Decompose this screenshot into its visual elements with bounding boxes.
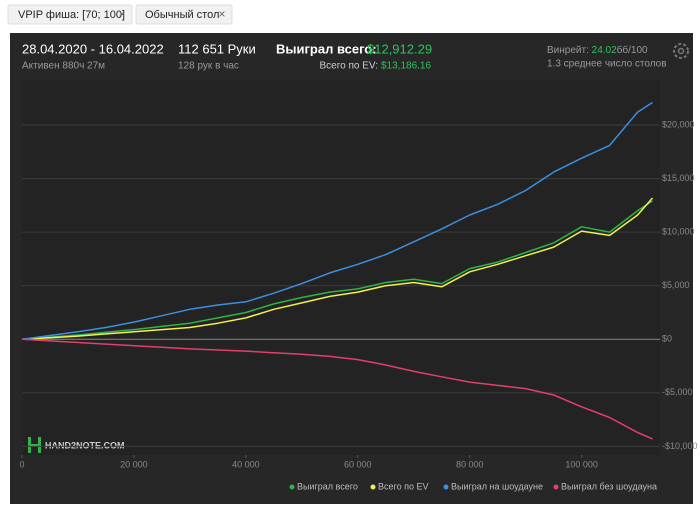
x-tick-label: 60 000 bbox=[344, 459, 372, 469]
hands-per-hour: 128 рук в час bbox=[178, 61, 239, 72]
legend-label: Всего по EV bbox=[378, 481, 428, 491]
legend-marker bbox=[443, 484, 449, 490]
legend-marker bbox=[553, 484, 559, 490]
legend-label: Выиграл всего bbox=[297, 481, 358, 491]
winrate-unit: бб/100 bbox=[617, 44, 648, 56]
legend-marker bbox=[289, 484, 295, 490]
filter-close[interactable]: × bbox=[118, 7, 125, 21]
y-tick-label: -$5,000 bbox=[662, 387, 693, 397]
watermark: HAND2NOTE.COM bbox=[45, 440, 125, 450]
x-tick-label: 80 000 bbox=[456, 459, 484, 469]
x-tick-label: 0 bbox=[19, 459, 24, 469]
winrate-value: 24.02 bbox=[592, 45, 617, 56]
series-line bbox=[21, 197, 654, 341]
settings-icon[interactable] bbox=[673, 43, 689, 59]
x-tick-label: 20 000 bbox=[120, 459, 148, 469]
legend-label: Выиграл на шоудауне bbox=[451, 481, 543, 491]
series-line bbox=[21, 101, 653, 341]
series-line bbox=[21, 338, 653, 440]
y-tick-label: $5,000 bbox=[662, 280, 690, 290]
winrate-label: Винрейт: bbox=[547, 45, 589, 56]
y-tick-label: -$10,000 bbox=[662, 441, 698, 451]
ev-label: Всего по EV: bbox=[319, 61, 378, 72]
won-label: Выиграл всего: bbox=[276, 41, 377, 56]
series-line bbox=[21, 200, 653, 341]
filter-label: Обычный стол bbox=[145, 9, 219, 21]
logo bbox=[28, 437, 41, 453]
tables: 1.3 среднее число столов bbox=[547, 59, 667, 70]
x-tick-label: 40 000 bbox=[232, 459, 260, 469]
filter-label: VPIP фиша: [70; 100] bbox=[18, 9, 125, 21]
y-tick-label: $15,000 bbox=[662, 173, 695, 183]
y-tick-label: $0 bbox=[662, 334, 672, 344]
filter-chip[interactable] bbox=[7, 4, 133, 25]
legend-marker bbox=[370, 484, 376, 490]
active: Активен 880ч 27м bbox=[22, 61, 105, 72]
won-value: $12,912.29 bbox=[367, 41, 432, 56]
x-tick-label: 100 000 bbox=[565, 459, 598, 469]
winrate: Винрейт: 24.02бб/100 bbox=[547, 44, 648, 56]
y-tick-label: $20,000 bbox=[662, 119, 695, 129]
filter-chip[interactable] bbox=[135, 4, 233, 25]
chart: -$10,000 -$5,000 $0 $5,000 $10,000 $15,000 $20… bbox=[19, 101, 698, 491]
filter-close[interactable]: × bbox=[218, 7, 225, 21]
y-tick-label: $10,000 bbox=[662, 227, 695, 237]
hands: 112 651 Руки bbox=[178, 41, 256, 56]
ev-value: $13,186.16 bbox=[381, 61, 431, 72]
dates: 28.04.2020 - 16.04.2022 bbox=[22, 41, 164, 56]
legend-label: Выиграл без шоудауна bbox=[561, 481, 657, 491]
